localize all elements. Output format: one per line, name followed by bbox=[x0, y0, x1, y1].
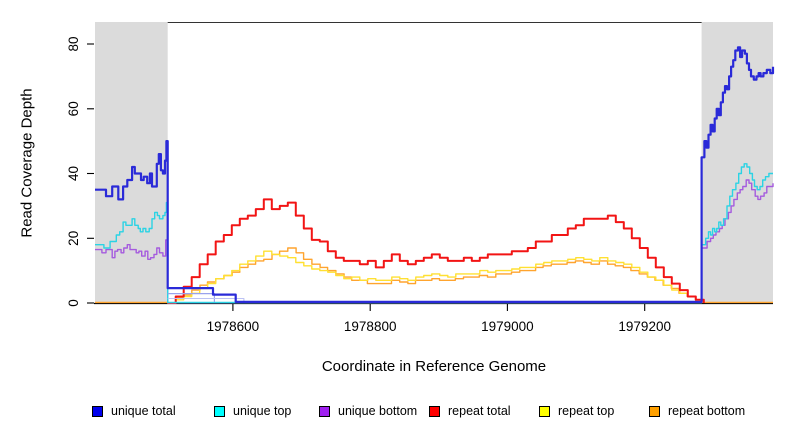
legend-item-unique-bottom: unique bottom bbox=[319, 403, 417, 419]
legend-swatch bbox=[539, 405, 550, 417]
series-unique-total-faint-step-2 bbox=[167, 297, 245, 302]
x-tick-label: 1979200 bbox=[618, 319, 671, 334]
legend-swatch bbox=[214, 405, 225, 417]
legend-item-unique-total: unique total bbox=[92, 403, 176, 419]
legend-swatch bbox=[92, 405, 103, 417]
series-unique-top bbox=[95, 163, 773, 304]
x-tick-label: 1978600 bbox=[207, 319, 260, 334]
y-tick-label: 80 bbox=[66, 36, 81, 51]
shaded-region bbox=[701, 22, 773, 303]
legend-label: repeat total bbox=[448, 404, 511, 418]
legend-item-repeat-bottom: repeat bottom bbox=[649, 403, 745, 419]
legend-swatch bbox=[649, 405, 660, 417]
x-tick-label: 1979000 bbox=[481, 319, 534, 334]
legend-label: unique total bbox=[111, 404, 176, 418]
y-tick-label: 20 bbox=[66, 231, 81, 246]
series-repeat-bottom bbox=[95, 247, 773, 304]
legend-item-repeat-top: repeat top bbox=[539, 403, 614, 419]
x-tick-label: 1978800 bbox=[344, 319, 397, 334]
shaded-region bbox=[95, 22, 168, 303]
legend-label: repeat top bbox=[558, 404, 615, 418]
legend-item-unique-top: unique top bbox=[214, 403, 291, 419]
legend-swatch bbox=[319, 405, 330, 417]
x-axis-title: Coordinate in Reference Genome bbox=[321, 358, 547, 375]
legend-label: unique top bbox=[233, 404, 292, 418]
y-tick-label: 60 bbox=[66, 101, 81, 116]
legend-label: repeat bottom bbox=[668, 404, 746, 418]
legend-item-repeat-total: repeat total bbox=[429, 403, 511, 419]
legend-swatch bbox=[429, 405, 440, 417]
series-repeat-total bbox=[167, 198, 705, 304]
y-tick-label: 0 bbox=[66, 299, 81, 307]
series-repeat-top bbox=[167, 250, 705, 304]
y-tick-label: 40 bbox=[66, 166, 81, 181]
legend-label: unique bottom bbox=[338, 404, 418, 418]
series-unique-total bbox=[95, 46, 775, 303]
y-axis-title: Read Coverage Depth bbox=[18, 88, 36, 238]
